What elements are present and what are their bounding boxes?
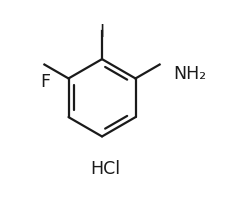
Text: NH₂: NH₂ <box>173 65 206 83</box>
Text: F: F <box>41 73 51 91</box>
Text: HCl: HCl <box>90 159 120 177</box>
Text: I: I <box>99 23 105 41</box>
